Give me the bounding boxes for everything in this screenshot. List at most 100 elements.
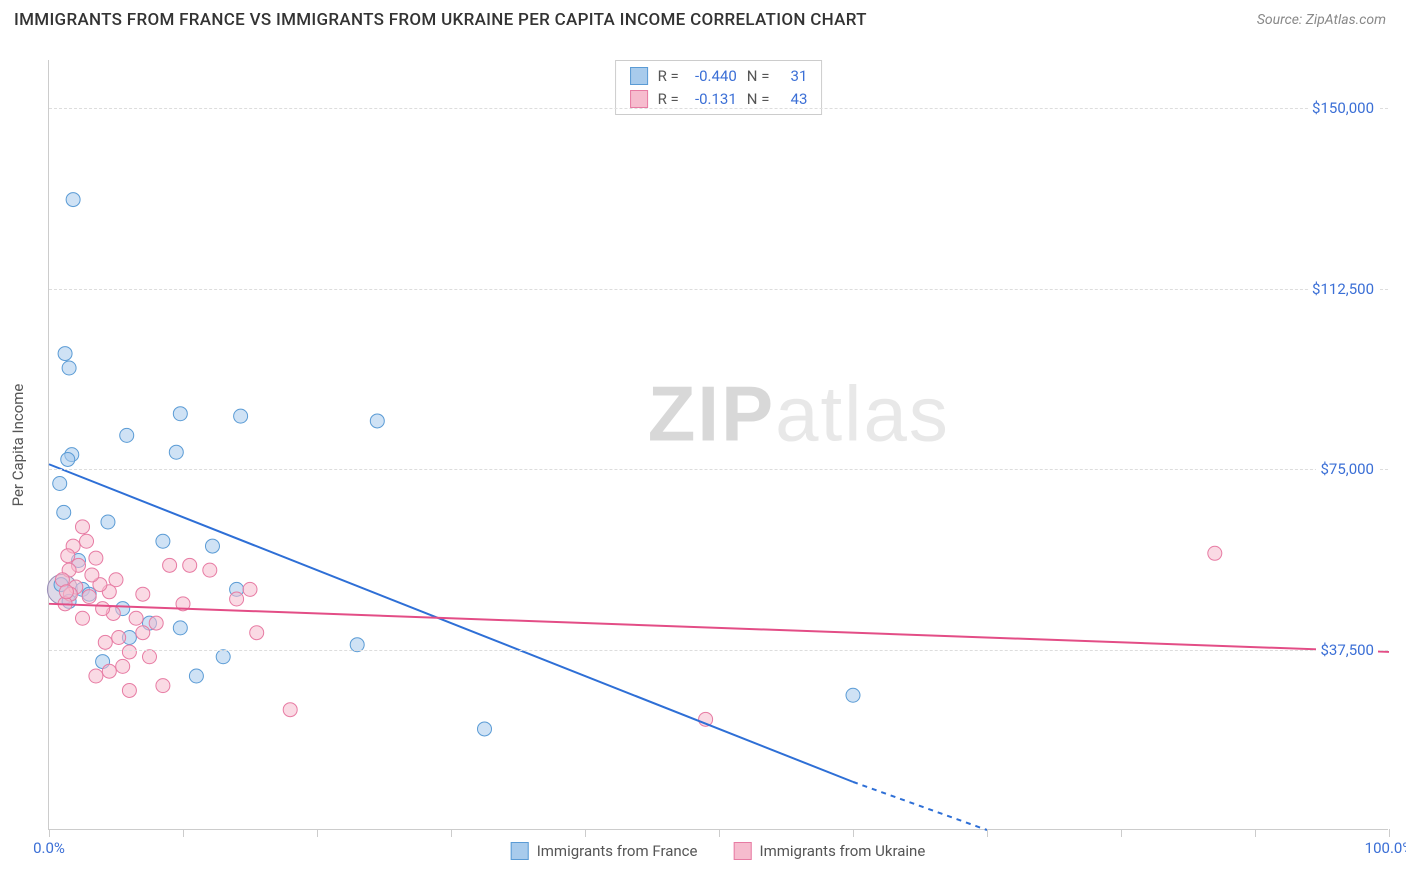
x-tick-label: 0.0% bbox=[33, 839, 65, 857]
regression-line bbox=[49, 604, 1389, 652]
stats-row: R = -0.131 N = 43 bbox=[630, 88, 808, 111]
y-tick-label: $150,000 bbox=[1308, 99, 1378, 117]
data-point bbox=[120, 428, 134, 442]
data-point bbox=[98, 635, 112, 649]
data-point bbox=[59, 585, 73, 599]
data-point bbox=[61, 452, 75, 466]
n-value: 43 bbox=[779, 88, 807, 111]
gridline bbox=[49, 469, 1388, 470]
legend-bottom: Immigrants from France Immigrants from Uk… bbox=[511, 842, 926, 860]
n-label: N = bbox=[747, 65, 770, 88]
data-point bbox=[96, 602, 110, 616]
x-tick bbox=[585, 829, 586, 837]
legend-swatch bbox=[511, 842, 529, 860]
data-point bbox=[122, 645, 136, 659]
data-point bbox=[76, 520, 90, 534]
chart-title: IMMIGRANTS FROM FRANCE VS IMMIGRANTS FRO… bbox=[14, 10, 867, 30]
regression-line-dashed bbox=[853, 782, 987, 830]
data-point bbox=[230, 592, 244, 606]
data-point bbox=[89, 669, 103, 683]
chart-header: IMMIGRANTS FROM FRANCE VS IMMIGRANTS FRO… bbox=[0, 0, 1406, 30]
data-point bbox=[58, 347, 72, 361]
x-tick bbox=[317, 829, 318, 837]
data-point bbox=[129, 611, 143, 625]
y-tick-label: $75,000 bbox=[1316, 460, 1378, 478]
data-point bbox=[80, 534, 94, 548]
data-point bbox=[122, 683, 136, 697]
data-point bbox=[216, 650, 230, 664]
data-point bbox=[82, 590, 96, 604]
data-point bbox=[112, 631, 126, 645]
data-point bbox=[85, 568, 99, 582]
data-point bbox=[370, 414, 384, 428]
x-tick bbox=[451, 829, 452, 837]
data-point bbox=[243, 582, 257, 596]
data-point bbox=[143, 650, 157, 664]
x-tick bbox=[1389, 829, 1390, 837]
data-point bbox=[156, 679, 170, 693]
data-point bbox=[189, 669, 203, 683]
chart-source: Source: ZipAtlas.com bbox=[1257, 12, 1386, 28]
data-point bbox=[234, 409, 248, 423]
data-point bbox=[169, 445, 183, 459]
regression-line bbox=[49, 464, 853, 782]
data-point bbox=[183, 558, 197, 572]
y-axis-label: Per Capita Income bbox=[9, 384, 27, 507]
data-point bbox=[203, 563, 217, 577]
x-tick-label: 100.0% bbox=[1365, 839, 1406, 857]
data-point bbox=[173, 407, 187, 421]
x-tick bbox=[853, 829, 854, 837]
data-point bbox=[62, 361, 76, 375]
data-point bbox=[76, 611, 90, 625]
data-point bbox=[156, 534, 170, 548]
stats-row: R =-0.440N =31 bbox=[630, 65, 808, 88]
legend-swatch bbox=[733, 842, 751, 860]
chart-area: Per Capita Income ZIPatlas R =-0.440N =3… bbox=[48, 60, 1388, 830]
r-value: -0.131 bbox=[689, 88, 737, 111]
data-point bbox=[205, 539, 219, 553]
data-point bbox=[101, 515, 115, 529]
data-point bbox=[116, 659, 130, 673]
x-tick bbox=[1255, 829, 1256, 837]
r-value: -0.440 bbox=[689, 65, 737, 88]
x-tick bbox=[183, 829, 184, 837]
data-point bbox=[163, 558, 177, 572]
legend-swatch bbox=[630, 90, 648, 108]
data-point bbox=[136, 587, 150, 601]
legend-label: Immigrants from Ukraine bbox=[759, 842, 925, 860]
n-label: N = bbox=[747, 88, 770, 111]
data-point bbox=[66, 193, 80, 207]
legend-item: Immigrants from Ukraine bbox=[733, 842, 925, 860]
r-label: R = bbox=[658, 88, 679, 111]
data-point bbox=[478, 722, 492, 736]
data-point bbox=[57, 505, 71, 519]
legend-swatch bbox=[630, 67, 648, 85]
data-point bbox=[89, 551, 103, 565]
data-point bbox=[173, 621, 187, 635]
data-point bbox=[61, 549, 75, 563]
legend-item: Immigrants from France bbox=[511, 842, 698, 860]
gridline bbox=[49, 289, 1388, 290]
data-point bbox=[250, 626, 264, 640]
data-point bbox=[53, 477, 67, 491]
gridline bbox=[49, 650, 1388, 651]
gridline bbox=[49, 108, 1388, 109]
legend-label: Immigrants from France bbox=[537, 842, 698, 860]
x-tick bbox=[719, 829, 720, 837]
data-point bbox=[1208, 546, 1222, 560]
n-value: 31 bbox=[779, 65, 807, 88]
x-tick bbox=[1121, 829, 1122, 837]
plot-region: ZIPatlas R =-0.440N =31R =-0.131N =43 $3… bbox=[48, 60, 1388, 830]
plot-svg bbox=[49, 60, 1388, 829]
x-tick bbox=[987, 829, 988, 837]
stats-legend-box: R = -0.440 N = 31R = -0.131 N = 43 bbox=[615, 60, 823, 115]
y-tick-label: $37,500 bbox=[1316, 641, 1378, 659]
data-point bbox=[102, 664, 116, 678]
data-point bbox=[136, 626, 150, 640]
y-tick-label: $112,500 bbox=[1308, 280, 1378, 298]
data-point bbox=[283, 703, 297, 717]
x-tick bbox=[49, 829, 50, 837]
data-point bbox=[149, 616, 163, 630]
source-label: Source: bbox=[1257, 12, 1306, 28]
data-point bbox=[846, 688, 860, 702]
